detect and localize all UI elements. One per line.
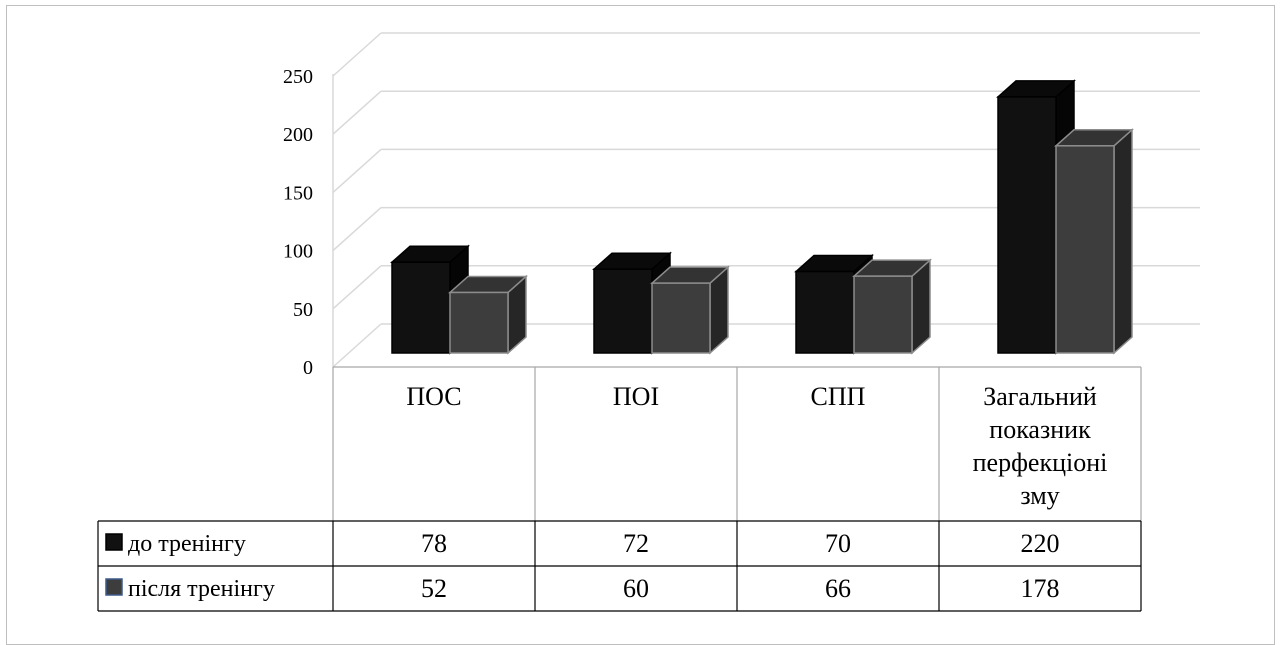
category-label: СПП: [811, 382, 866, 411]
table-value: 78: [421, 529, 447, 558]
legend-key: [105, 533, 123, 551]
y-tick-label: 150: [283, 182, 313, 204]
gridline-diag: [332, 90, 382, 135]
y-tick-label: 50: [293, 299, 313, 321]
bar-before: [593, 268, 653, 354]
table-value: 60: [623, 574, 649, 603]
gridline-diag: [332, 265, 382, 310]
y-tick-label: 200: [283, 124, 313, 146]
bar-before: [997, 96, 1057, 354]
y-tick-label: 250: [283, 66, 313, 88]
bar-after: [449, 291, 509, 354]
series-label: після тренінгу: [128, 576, 275, 602]
category-label: перфекціоні: [973, 448, 1108, 477]
bar-chart: 0 50 100 150 200 250 ПОС ПОІ СПП Загальний показни…: [97, 32, 1200, 612]
gridline-diag: [332, 207, 382, 252]
gridline-diag: [332, 148, 382, 193]
category-label: показник: [989, 415, 1091, 444]
table-value: 72: [623, 529, 649, 558]
table-value: 52: [421, 574, 447, 603]
bar-after: [651, 282, 711, 354]
category-label: Загальний: [983, 382, 1097, 411]
bar-before: [391, 261, 451, 354]
bar-before: [795, 270, 855, 354]
gridline-diag: [332, 323, 382, 368]
bar-side: [1113, 128, 1133, 355]
series-label: до тренінгу: [128, 531, 246, 557]
bar-after: [1055, 145, 1115, 354]
y-tick-label: 100: [283, 241, 313, 263]
table-value: 66: [825, 574, 851, 603]
category-label: ПОІ: [613, 382, 659, 411]
table-value: 220: [1021, 529, 1060, 558]
category-label: зму: [1020, 481, 1059, 510]
category-label: ПОС: [406, 382, 461, 411]
legend-key: [105, 578, 123, 596]
gridline-diag: [332, 32, 382, 77]
table-value: 70: [825, 529, 851, 558]
y-tick-label: 0: [303, 357, 313, 379]
bar-after: [853, 275, 913, 354]
table-value: 178: [1021, 574, 1060, 603]
